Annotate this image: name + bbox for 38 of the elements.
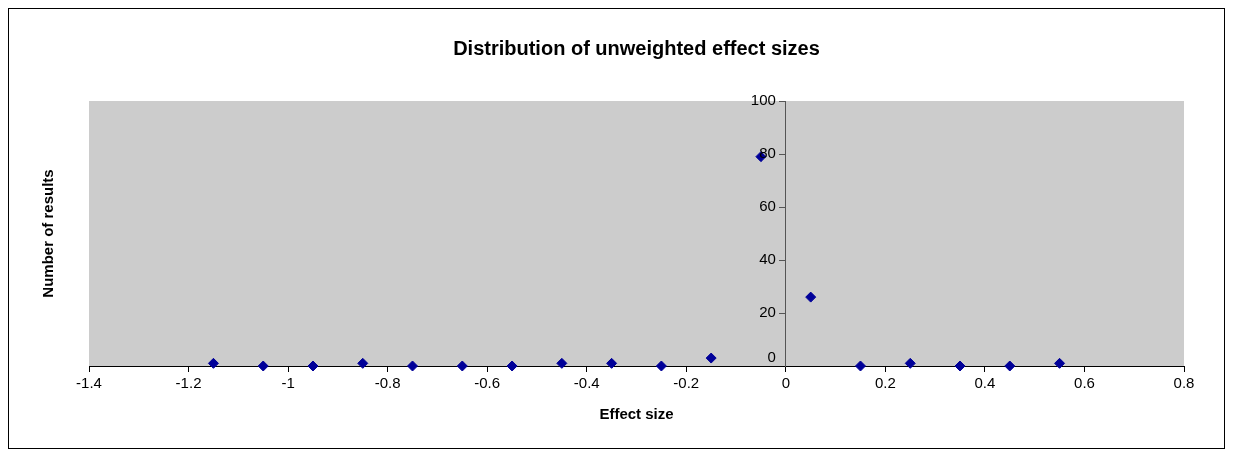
x-tick-label: 0.8	[1173, 374, 1195, 392]
point	[904, 357, 916, 369]
x-tick-label: -1	[281, 374, 295, 392]
point	[506, 360, 518, 372]
point	[606, 357, 618, 369]
x-tick-label: 0.2	[874, 374, 896, 392]
x-tick-label: 0.4	[974, 374, 996, 392]
x-tick-label: -0.4	[573, 374, 600, 392]
point	[456, 360, 468, 372]
x-tick-label: -1.4	[76, 374, 102, 392]
point	[207, 357, 219, 369]
y-axis-title: Number of results	[39, 169, 57, 298]
x-tick-label: 0	[781, 374, 790, 392]
point	[954, 360, 966, 372]
x-tick-label: 0.6	[1074, 374, 1095, 392]
x-tick-label: -0.8	[374, 374, 401, 392]
point	[257, 360, 269, 372]
x-axis-title: Effect size	[599, 405, 674, 423]
y-tick-label: 100	[750, 91, 776, 109]
point	[854, 360, 866, 372]
y-tick-label: 20	[759, 303, 776, 321]
point	[1054, 357, 1066, 369]
y-tick-label: 60	[759, 197, 776, 215]
point	[655, 360, 667, 372]
point	[705, 352, 717, 364]
point	[805, 291, 817, 303]
y-tick-label: 0	[767, 348, 776, 366]
x-tick-label: -0.6	[474, 374, 501, 392]
x-tick-label: -1.2	[175, 374, 202, 392]
chart-title: Distribution of unweighted effect sizes	[453, 36, 820, 59]
x-tick-label: -0.2	[673, 374, 700, 392]
y-tick-label: 80	[759, 144, 776, 162]
y-tick-label: 40	[759, 250, 776, 268]
point	[307, 360, 319, 372]
point	[407, 360, 419, 372]
point	[556, 357, 568, 369]
point	[1004, 360, 1016, 372]
point	[357, 357, 369, 369]
